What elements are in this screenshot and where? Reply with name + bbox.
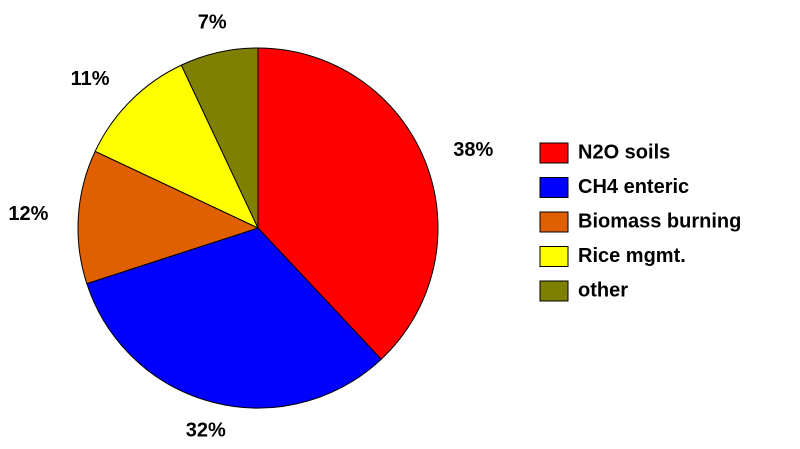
- data-label: 38%: [453, 139, 493, 161]
- legend-label: N2O soils: [578, 141, 670, 163]
- pie-slice: [94, 64, 260, 230]
- legend-label: Biomass burning: [578, 210, 741, 232]
- data-label: 12%: [8, 203, 48, 225]
- data-label: 11%: [71, 68, 110, 90]
- pie-slice: [257, 47, 439, 360]
- legend-label: Rice mgmt.: [578, 245, 686, 267]
- data-label: 32%: [186, 420, 226, 442]
- legend-label: other: [578, 279, 628, 301]
- legend-swatch: [539, 177, 569, 198]
- legend-swatch: [539, 142, 569, 164]
- legend-swatch: [539, 211, 569, 233]
- pie-slice: [77, 150, 260, 285]
- legend-swatch: [539, 280, 569, 302]
- pie-slice: [86, 227, 382, 409]
- legend-swatch: [539, 246, 569, 267]
- data-label: 7%: [198, 11, 227, 33]
- legend-label: CH4 enteric: [578, 176, 689, 198]
- pie-slice: [180, 47, 259, 229]
